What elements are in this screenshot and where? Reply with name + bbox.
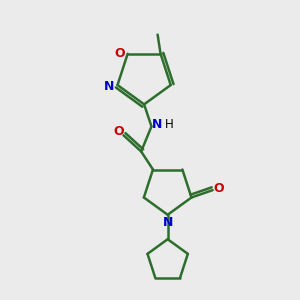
- Text: O: O: [114, 47, 125, 60]
- Text: N: N: [152, 118, 162, 131]
- Text: N: N: [104, 80, 115, 93]
- Text: O: O: [213, 182, 224, 195]
- Text: N: N: [163, 216, 173, 229]
- Text: H: H: [165, 118, 174, 131]
- Text: O: O: [113, 125, 124, 138]
